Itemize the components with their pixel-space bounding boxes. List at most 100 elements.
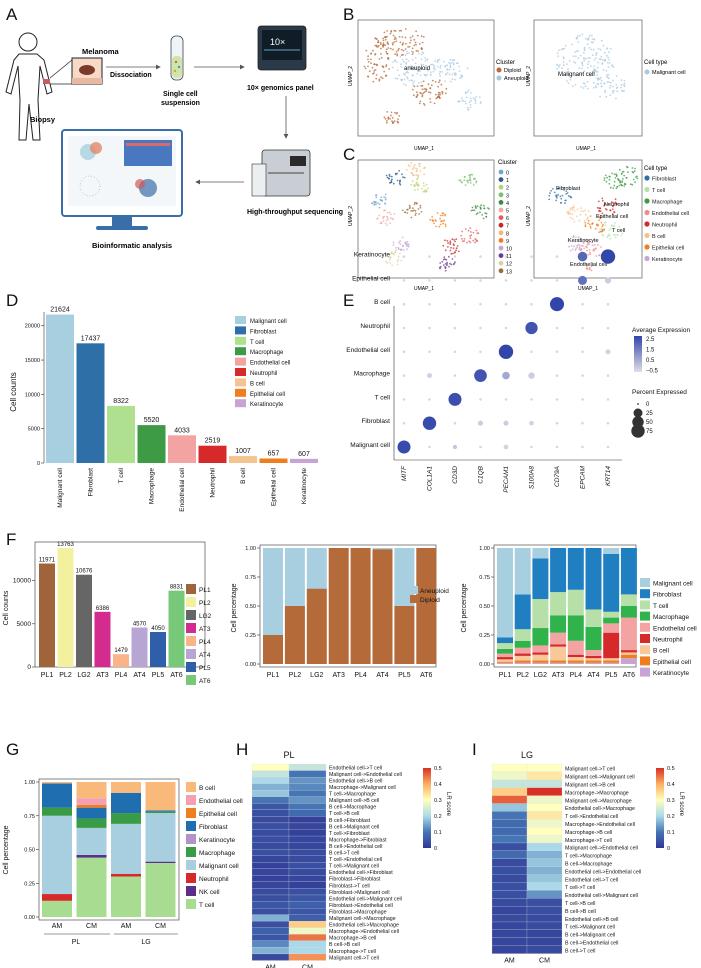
colorbar-tick: 0.4 <box>667 782 675 788</box>
heatmap-cell <box>526 771 563 780</box>
umap-point-cluster-10 <box>406 241 409 243</box>
legend-label: Endothelial cell <box>250 361 290 367</box>
dot-endothelial-cell-S100A8 <box>530 350 533 354</box>
umap-point-cluster-8 <box>423 173 425 176</box>
heatmap-cell <box>251 894 290 902</box>
heatmap-row-label: Malignant cell->Endothelial cell <box>565 846 638 852</box>
umap-point-diploid <box>436 96 439 99</box>
umap-point-aneuploid <box>410 65 413 67</box>
heatmap-cell <box>251 940 290 948</box>
umap-point-malignant <box>599 48 602 51</box>
umap-point-diploid <box>398 29 401 32</box>
umap-point-diploid <box>387 118 390 120</box>
umap-point-celltype <box>569 249 572 252</box>
legend-swatch-cluster-5 <box>498 207 504 213</box>
b-left-legend-title: Cluster <box>496 60 515 66</box>
heatmap-row-label: B cell->Macrophage <box>565 862 612 868</box>
umap-point-cluster-2 <box>423 184 425 187</box>
umap-point-aneuploid <box>452 63 455 66</box>
umap-point-cluster-3 <box>464 184 467 187</box>
heatmap-cell <box>288 842 327 850</box>
umap-point-cluster-7 <box>450 246 452 249</box>
umap-point-diploid <box>420 35 423 38</box>
umap-point-diploid <box>438 91 440 94</box>
c-right-legend-title: Cell type <box>644 166 668 172</box>
umap-point-celltype <box>569 216 572 219</box>
umap-point-celltype <box>584 238 587 241</box>
umap-point-cluster-10 <box>404 241 407 244</box>
umap-point-diploid <box>369 58 372 61</box>
umap-point-celltype <box>616 203 619 206</box>
legend-cluster-3: 3 <box>506 193 509 199</box>
umap-point-celltype <box>587 219 590 222</box>
dot-t-cell-MITF <box>402 398 406 401</box>
umap-point-cluster-13 <box>419 206 422 209</box>
bar-value-label: 17437 <box>81 335 101 342</box>
dot-t-cell-EPCAM <box>581 398 584 401</box>
umap-point-diploid <box>370 52 373 55</box>
heatmap-row-label: T cell->Macrophage <box>329 792 376 798</box>
umap-point-cluster-11 <box>451 258 454 260</box>
umap-point-celltype <box>634 167 636 170</box>
umap-point-celltype <box>579 237 582 240</box>
umap-point-malignant <box>586 38 589 41</box>
umap-point-diploid <box>382 42 385 45</box>
umap-point-celltype <box>557 193 559 196</box>
segment-aneuploid <box>284 548 305 606</box>
legend-swatch-cluster-1 <box>498 177 504 183</box>
umap-point-celltype <box>601 230 604 233</box>
umap-point-malignant <box>561 67 563 69</box>
heatmap-cell <box>526 906 563 915</box>
umap-point-celltype <box>576 208 579 211</box>
umap-point-aneuploid <box>392 61 395 63</box>
umap-point-aneuploid <box>475 96 477 98</box>
umap-point-celltype <box>585 264 588 266</box>
umap-point-celltype <box>611 208 614 211</box>
umap-point-diploid <box>382 39 385 42</box>
umap-point-malignant <box>564 44 567 47</box>
umap-point-celltype <box>619 168 621 171</box>
umap-point-diploid <box>373 69 376 72</box>
umap-point-celltype <box>566 211 569 213</box>
x-tick-label: LG2 <box>77 672 90 679</box>
umap-point-diploid <box>368 70 371 72</box>
umap-point-malignant <box>581 33 584 36</box>
umap-point-malignant <box>586 87 589 90</box>
umap-point-celltype <box>625 177 628 179</box>
umap-point-malignant <box>604 59 607 62</box>
umap-point-malignant <box>605 74 608 76</box>
umap-point-celltype <box>620 172 623 175</box>
umap-point-cluster-9 <box>444 213 446 216</box>
umap-point-cluster-11 <box>446 264 448 267</box>
umap-point-celltype <box>584 209 587 212</box>
heatmap-cell <box>288 934 327 941</box>
heatmap-cell <box>526 898 563 907</box>
umap-point-malignant <box>580 86 582 88</box>
umap-point-cluster-2 <box>415 183 418 185</box>
umap-point-cluster-13 <box>416 202 418 205</box>
umap-point-celltype <box>604 208 607 210</box>
umap-point-celltype <box>585 246 588 248</box>
umap-point-aneuploid <box>474 102 477 105</box>
panel-letter-i: I <box>472 740 477 759</box>
x-tick-label: AT4 <box>587 672 599 679</box>
umap-point-diploid <box>420 85 422 87</box>
dot-fibroblast-CD79A <box>555 421 559 425</box>
umap-point-aneuploid <box>474 98 476 101</box>
umap-point-cluster-3 <box>469 179 472 182</box>
colorbar-title: LR score <box>445 792 451 817</box>
umap-point-diploid <box>422 92 424 95</box>
umap-point-malignant <box>569 78 572 81</box>
umap-point-aneuploid <box>470 100 472 102</box>
umap-point-celltype <box>552 188 554 190</box>
umap-point-celltype <box>619 181 621 184</box>
umap-point-celltype <box>623 185 626 187</box>
umap-point-aneuploid <box>406 76 408 79</box>
legend-label: LG2 <box>199 613 212 620</box>
umap-point-cluster-6 <box>464 228 467 230</box>
umap-point-celltype <box>588 268 591 271</box>
dot-endothelial-cell-EPCAM <box>581 350 584 354</box>
